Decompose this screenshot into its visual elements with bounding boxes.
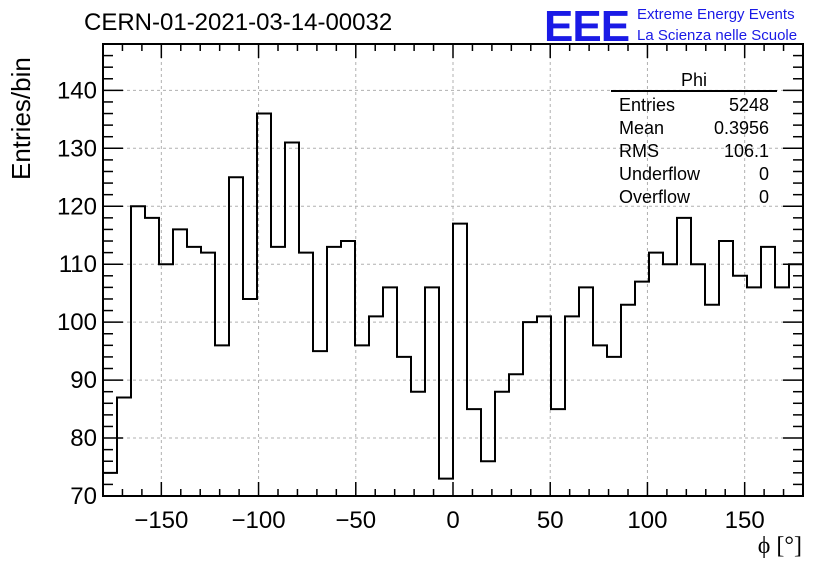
stats-label: Underflow xyxy=(619,164,701,184)
stats-row-rms: RMS 106.1 xyxy=(611,140,777,163)
histogram-bin xyxy=(705,305,719,496)
histogram-steps xyxy=(103,112,803,480)
stats-value: 0 xyxy=(758,187,769,207)
histogram-bin xyxy=(719,241,733,496)
x-tick-label: −50 xyxy=(335,507,376,534)
stats-value: 0 xyxy=(758,164,769,184)
histogram-bin xyxy=(453,224,467,496)
histogram-bin xyxy=(495,392,509,496)
histogram-bin xyxy=(243,299,257,496)
histogram-bin xyxy=(383,287,397,496)
y-tick-label: 130 xyxy=(57,135,97,162)
y-tick-label: 120 xyxy=(57,193,97,220)
histogram-bin xyxy=(327,247,341,496)
stats-box: Phi Entries 5248 Mean 0.3956 RMS 106.1 U… xyxy=(611,70,777,209)
stats-value: 0.3956 xyxy=(713,118,769,138)
stats-row-entries: Entries 5248 xyxy=(611,94,777,117)
stats-value: 5248 xyxy=(728,95,769,115)
axis-ticks xyxy=(102,43,804,497)
stats-row-underflow: Underflow 0 xyxy=(611,163,777,186)
histogram-bin xyxy=(747,287,761,496)
histogram-bin xyxy=(775,287,789,496)
histogram-bin xyxy=(201,253,215,496)
histogram-bin xyxy=(271,247,285,496)
histogram-bin xyxy=(565,316,579,496)
histogram-bin xyxy=(299,253,313,496)
histogram-bin xyxy=(663,264,677,496)
logo-line-2: La Scienza nelle Scuole xyxy=(637,27,798,44)
y-tick-label: 140 xyxy=(57,77,97,104)
stats-label: Overflow xyxy=(619,187,691,207)
histogram-bin xyxy=(145,218,159,496)
x-tick-label: 50 xyxy=(537,507,564,534)
histogram-bin xyxy=(481,461,495,496)
histogram-bin xyxy=(425,287,439,496)
histogram-bin xyxy=(733,276,747,496)
histogram-bin xyxy=(523,322,537,496)
y-tick-label: 90 xyxy=(70,367,97,394)
histogram-bin xyxy=(131,206,145,496)
stats-label: Entries xyxy=(619,95,676,115)
histogram-bin xyxy=(369,316,383,496)
histogram-bin xyxy=(285,143,299,496)
histogram-bin xyxy=(411,392,425,496)
histogram-bin xyxy=(607,357,621,496)
x-tick-label: 100 xyxy=(627,507,667,534)
eee-logo-text: Extreme Energy Events La Scienza nelle S… xyxy=(637,4,797,46)
stats-row-overflow: Overflow 0 xyxy=(611,186,777,209)
y-tick-label: 100 xyxy=(57,309,97,336)
histogram-bin xyxy=(691,264,705,496)
y-tick-label: 70 xyxy=(70,483,97,510)
stats-label: RMS xyxy=(619,141,659,161)
x-axis-label: ϕ [°] xyxy=(757,533,802,559)
histogram-bin xyxy=(439,479,453,496)
histogram-bin xyxy=(215,345,229,496)
histogram-bin xyxy=(635,282,649,496)
x-tick-label: 0 xyxy=(446,507,459,534)
x-tick-label: 150 xyxy=(725,507,765,534)
histogram-bin xyxy=(257,114,271,496)
histogram-bin xyxy=(467,409,481,496)
y-axis-label: Entries/bin xyxy=(6,57,36,180)
histogram-bin xyxy=(397,357,411,496)
y-tick-label: 110 xyxy=(59,251,97,278)
histogram-bin xyxy=(579,287,593,496)
histogram-bin xyxy=(355,345,369,496)
stats-row-mean: Mean 0.3956 xyxy=(611,117,777,140)
histogram-bin xyxy=(341,241,355,496)
y-tick-label: 80 xyxy=(70,425,97,452)
x-tick-label: −150 xyxy=(134,507,188,534)
histogram-bin xyxy=(551,409,565,496)
logo-line-1: Extreme Energy Events xyxy=(637,6,795,23)
histogram-bin xyxy=(761,247,775,496)
histogram-bin xyxy=(537,316,551,496)
histogram-bin xyxy=(173,229,187,496)
histogram-bin xyxy=(229,177,243,496)
histogram-bin xyxy=(621,305,635,496)
stats-title: Phi xyxy=(611,70,777,92)
tick-labels: −150 −100 −50 0 50 100 150 70 80 90 100 110 120 130 14… xyxy=(57,77,765,534)
stats-label: Mean xyxy=(619,118,665,138)
histogram-bin xyxy=(509,374,523,496)
histogram-series xyxy=(103,112,803,496)
histogram-bin xyxy=(187,247,201,496)
histogram-bin xyxy=(313,351,327,496)
x-tick-label: −100 xyxy=(232,507,286,534)
histogram-bin xyxy=(117,397,131,496)
run-title: CERN-01-2021-03-14-00032 xyxy=(84,9,393,36)
histogram-bin xyxy=(649,253,663,496)
histogram-bin xyxy=(593,345,607,496)
histogram-bin xyxy=(159,264,173,496)
eee-logo: EEE xyxy=(544,2,630,51)
plot-frame xyxy=(102,43,804,497)
histogram-bin xyxy=(677,218,691,496)
stats-value: 106.1 xyxy=(723,141,769,161)
